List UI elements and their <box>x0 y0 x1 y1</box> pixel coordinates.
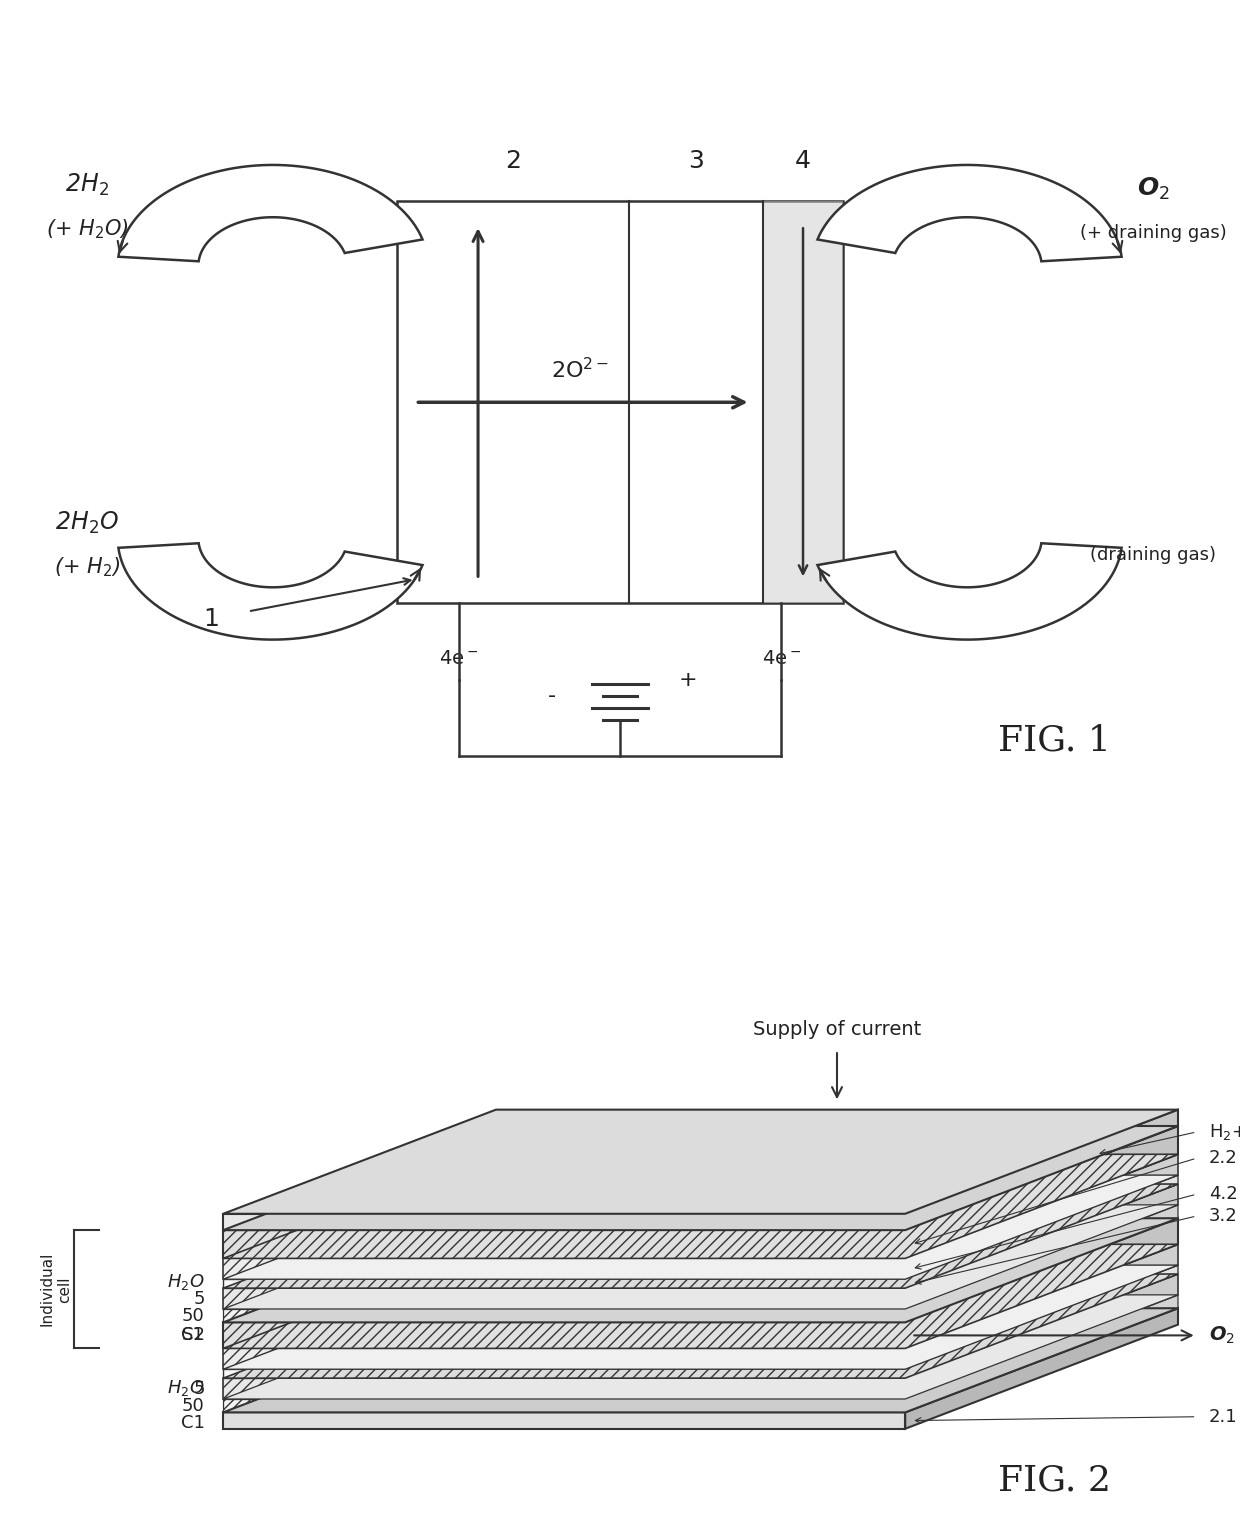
Polygon shape <box>118 543 423 639</box>
Polygon shape <box>223 1184 1178 1289</box>
Text: 4e$^-$: 4e$^-$ <box>439 648 479 668</box>
Polygon shape <box>223 1154 1178 1258</box>
Polygon shape <box>223 1230 905 1258</box>
Polygon shape <box>817 165 1122 261</box>
Polygon shape <box>905 1219 1178 1348</box>
Text: (+ H$_2$O): (+ H$_2$O) <box>46 217 128 241</box>
Bar <box>763 200 843 604</box>
Text: 3: 3 <box>688 149 704 173</box>
Bar <box>397 200 843 604</box>
Polygon shape <box>223 1378 905 1400</box>
Text: H$_2$+ H$_2$O: H$_2$+ H$_2$O <box>1209 1122 1240 1142</box>
Text: 1: 1 <box>203 607 218 631</box>
Polygon shape <box>223 1258 905 1280</box>
Polygon shape <box>223 1369 905 1378</box>
Text: C2: C2 <box>181 1327 205 1343</box>
Text: 4.2: 4.2 <box>1209 1186 1238 1204</box>
Polygon shape <box>223 1412 905 1428</box>
Polygon shape <box>223 1110 1178 1214</box>
Text: $H_2O$: $H_2O$ <box>167 1378 205 1398</box>
Polygon shape <box>905 1154 1178 1280</box>
Text: Supply of current: Supply of current <box>753 1020 921 1038</box>
Polygon shape <box>905 1205 1178 1322</box>
Text: $H_2O$: $H_2O$ <box>167 1272 205 1292</box>
Polygon shape <box>223 1322 905 1348</box>
Polygon shape <box>905 1184 1178 1309</box>
Polygon shape <box>223 1214 905 1230</box>
Text: 4e$^-$: 4e$^-$ <box>761 648 801 668</box>
Text: +: + <box>680 669 698 689</box>
Polygon shape <box>118 165 423 261</box>
Polygon shape <box>817 543 1122 639</box>
Polygon shape <box>905 1245 1178 1369</box>
Text: 2: 2 <box>505 149 521 173</box>
Polygon shape <box>223 1309 1178 1412</box>
Text: (+ draining gas): (+ draining gas) <box>1080 225 1226 243</box>
Text: Individual
cell: Individual cell <box>40 1252 72 1327</box>
Text: 50: 50 <box>182 1397 205 1415</box>
Text: 2H$_2$: 2H$_2$ <box>64 172 109 199</box>
Polygon shape <box>223 1175 1178 1280</box>
Text: 2O$^{2-}$: 2O$^{2-}$ <box>551 357 609 383</box>
Text: 2H$_2$O: 2H$_2$O <box>55 510 119 536</box>
Text: 3.2: 3.2 <box>1209 1207 1238 1225</box>
Text: -: - <box>548 686 556 706</box>
Polygon shape <box>223 1245 1178 1348</box>
Text: (draining gas): (draining gas) <box>1090 546 1216 565</box>
Text: 50: 50 <box>182 1307 205 1325</box>
Polygon shape <box>223 1280 905 1289</box>
Polygon shape <box>223 1274 1178 1378</box>
Polygon shape <box>905 1309 1178 1428</box>
Polygon shape <box>223 1400 905 1412</box>
Text: O$_2$: O$_2$ <box>1209 1325 1235 1346</box>
Text: FIG. 2: FIG. 2 <box>997 1463 1111 1498</box>
Polygon shape <box>905 1264 1178 1378</box>
Polygon shape <box>223 1295 1178 1400</box>
Polygon shape <box>905 1126 1178 1258</box>
Polygon shape <box>223 1309 905 1322</box>
Polygon shape <box>223 1126 1178 1230</box>
Text: C1: C1 <box>181 1413 205 1431</box>
Text: 5: 5 <box>193 1290 205 1307</box>
Text: FIG. 1: FIG. 1 <box>997 723 1111 757</box>
Polygon shape <box>905 1274 1178 1400</box>
Text: 2.1: 2.1 <box>1209 1407 1238 1425</box>
Text: S1: S1 <box>182 1327 205 1343</box>
Text: (+ H$_2$): (+ H$_2$) <box>53 556 120 578</box>
Polygon shape <box>905 1175 1178 1289</box>
Text: 2.2: 2.2 <box>1209 1149 1238 1167</box>
Text: O$_2$: O$_2$ <box>1137 176 1169 202</box>
Polygon shape <box>223 1289 905 1309</box>
Text: 4: 4 <box>795 149 811 173</box>
Polygon shape <box>223 1348 905 1369</box>
Polygon shape <box>223 1205 1178 1309</box>
Polygon shape <box>223 1264 1178 1369</box>
Polygon shape <box>905 1295 1178 1412</box>
Polygon shape <box>223 1219 1178 1322</box>
Text: 5: 5 <box>193 1380 205 1398</box>
Polygon shape <box>905 1110 1178 1230</box>
